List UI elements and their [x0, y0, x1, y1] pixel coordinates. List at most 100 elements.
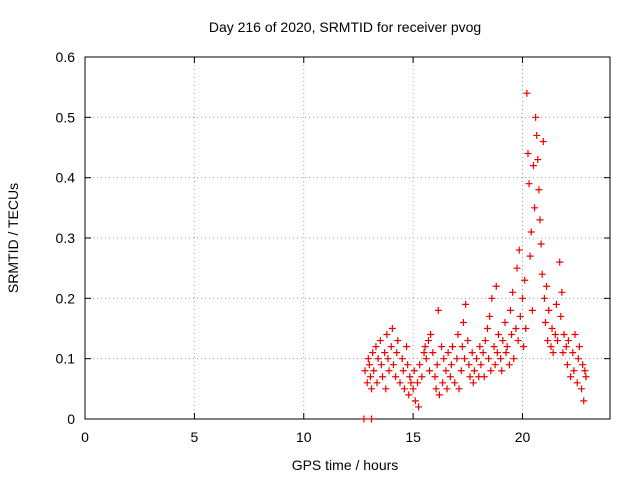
- data-point: [393, 349, 401, 357]
- y-tick-label: 0: [67, 411, 75, 427]
- data-point: [516, 312, 524, 320]
- data-point: [570, 367, 578, 375]
- data-point: [392, 373, 400, 381]
- data-point: [406, 373, 414, 381]
- data-point: [477, 361, 485, 369]
- data-point: [433, 361, 441, 369]
- data-point: [515, 246, 523, 254]
- data-point: [580, 397, 588, 405]
- data-point: [434, 306, 442, 314]
- data-point: [513, 264, 521, 272]
- data-point: [514, 337, 522, 345]
- data-point: [554, 337, 561, 345]
- data-point: [567, 373, 575, 381]
- tick-layer: 0 5 10 15 20 0 0.1 0.2 0.3 0.4 0.5 0.6: [56, 49, 610, 445]
- data-point: [562, 343, 570, 351]
- data-point: [486, 312, 494, 320]
- y-tick-label: 0.4: [56, 170, 76, 186]
- data-point: [491, 361, 499, 369]
- data-point: [524, 150, 532, 158]
- data-point: [498, 367, 506, 375]
- data-point: [466, 373, 474, 381]
- data-point: [520, 343, 528, 351]
- data-point: [528, 306, 536, 314]
- data-point: [581, 367, 589, 375]
- data-point: [497, 355, 505, 363]
- data-point: [457, 367, 465, 375]
- data-point: [525, 180, 533, 188]
- data-point: [443, 385, 451, 393]
- data-point: [404, 361, 412, 369]
- data-point: [556, 258, 564, 266]
- data-point: [582, 373, 590, 381]
- data-point: [400, 385, 408, 393]
- data-point: [461, 355, 469, 363]
- data-point: [531, 204, 539, 212]
- data-point: [368, 415, 376, 423]
- data-point: [508, 331, 516, 339]
- data-point: [534, 156, 542, 164]
- data-point: [427, 331, 435, 339]
- data-points: [360, 89, 590, 423]
- data-point: [481, 337, 489, 345]
- data-point: [462, 300, 470, 308]
- data-point: [505, 361, 513, 369]
- data-point: [533, 131, 541, 139]
- data-point: [548, 325, 556, 332]
- data-point: [519, 294, 526, 302]
- x-tick-label: 20: [515, 429, 531, 445]
- data-point: [464, 337, 472, 345]
- data-point: [537, 240, 545, 248]
- data-point: [543, 282, 551, 290]
- data-point: [571, 331, 579, 339]
- x-tick-label: 5: [190, 429, 198, 445]
- data-point: [480, 373, 488, 381]
- data-point: [485, 355, 493, 363]
- data-point: [409, 385, 417, 393]
- data-point: [541, 318, 549, 326]
- data-point: [363, 379, 371, 387]
- data-point: [579, 361, 587, 369]
- data-point: [369, 349, 377, 357]
- data-point: [487, 367, 495, 375]
- data-point: [373, 379, 381, 387]
- data-point: [416, 361, 424, 369]
- data-point: [535, 186, 543, 194]
- data-point: [557, 312, 565, 320]
- data-point: [403, 343, 411, 351]
- data-point: [502, 349, 510, 357]
- y-tick-label: 0.2: [56, 290, 76, 306]
- data-point: [538, 270, 546, 278]
- data-point: [493, 349, 501, 357]
- data-point: [374, 355, 382, 363]
- data-point: [501, 318, 509, 326]
- data-point: [368, 385, 376, 393]
- data-point: [372, 343, 380, 351]
- x-tick-label: 15: [405, 429, 421, 445]
- data-point: [381, 349, 389, 357]
- data-point: [388, 325, 396, 332]
- data-point: [523, 89, 531, 97]
- data-point: [439, 379, 447, 387]
- x-axis-label: GPS time / hours: [292, 457, 399, 473]
- data-point: [429, 349, 437, 357]
- data-point: [575, 343, 583, 351]
- data-point: [414, 379, 421, 387]
- data-point: [468, 349, 476, 357]
- data-point: [573, 379, 581, 387]
- data-point: [469, 379, 477, 387]
- data-point: [420, 349, 428, 357]
- data-point: [365, 361, 373, 369]
- data-point: [360, 415, 368, 423]
- data-point: [479, 349, 487, 357]
- data-point: [405, 391, 413, 399]
- data-point: [366, 373, 374, 381]
- data-point: [415, 403, 423, 411]
- data-point: [370, 367, 378, 375]
- data-point: [564, 337, 572, 345]
- data-point: [574, 355, 582, 363]
- data-point: [536, 216, 544, 224]
- data-point: [499, 337, 507, 345]
- data-point: [410, 367, 418, 375]
- data-point: [470, 367, 478, 375]
